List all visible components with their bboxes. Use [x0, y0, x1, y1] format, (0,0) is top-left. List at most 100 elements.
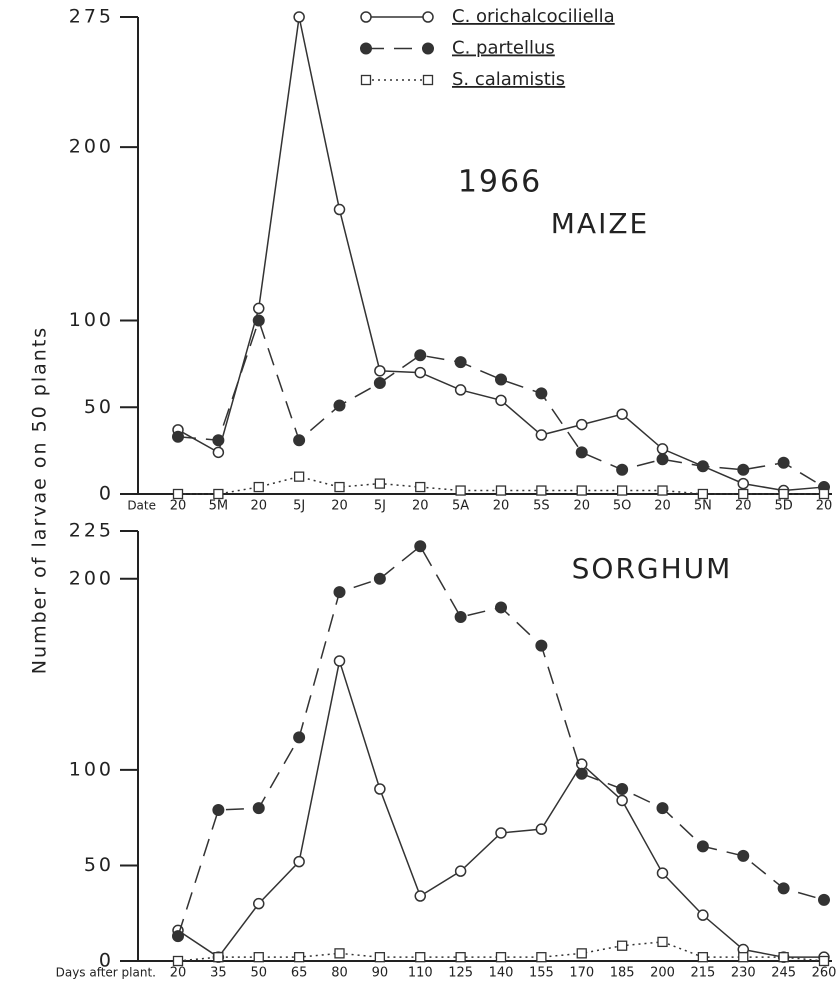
marker [575, 767, 588, 780]
marker [373, 376, 386, 389]
marker [360, 11, 372, 23]
marker [374, 365, 386, 377]
marker [253, 952, 264, 963]
marker [576, 485, 587, 496]
marker [575, 446, 588, 459]
annotation: MAIZE [551, 207, 649, 240]
x-tick-label: 5J [374, 499, 386, 514]
marker [172, 930, 184, 943]
marker [697, 488, 709, 500]
series-line [177, 660, 824, 959]
marker [455, 952, 466, 963]
marker [415, 952, 426, 963]
marker [495, 827, 507, 839]
marker [213, 488, 224, 500]
marker [616, 485, 628, 496]
x-tick-label: 80 [331, 966, 348, 981]
marker [495, 601, 507, 614]
marker [414, 890, 426, 902]
marker [778, 488, 789, 500]
x-tick-label: 20 [170, 499, 187, 514]
marker [737, 849, 750, 862]
marker [414, 349, 427, 362]
marker [374, 952, 386, 963]
x-tick-label: 20 [735, 499, 752, 514]
y-tick-label: 100 [69, 309, 114, 331]
marker [576, 418, 588, 431]
marker [454, 384, 467, 396]
x-tick-label: 125 [448, 966, 473, 981]
marker [737, 463, 750, 476]
marker [818, 488, 830, 500]
x-tick-label: 5S [533, 499, 550, 514]
marker [738, 488, 749, 500]
marker [616, 940, 628, 951]
y-tick-label: 225 [69, 520, 114, 542]
marker [657, 936, 668, 948]
marker [454, 611, 467, 623]
y-tick-label: 200 [69, 567, 114, 589]
marker [616, 408, 628, 420]
x-tick-label: 65 [291, 966, 308, 981]
x-tick-label: 155 [529, 966, 554, 981]
marker [333, 586, 346, 599]
marker [334, 948, 345, 959]
marker [818, 955, 830, 967]
marker [414, 540, 427, 553]
marker [495, 394, 507, 407]
marker [616, 794, 628, 807]
x-tick-label: 5D [774, 499, 792, 514]
x-axis-label: Days after plant. [56, 966, 156, 980]
marker [455, 485, 466, 496]
marker [737, 477, 749, 490]
marker [656, 802, 669, 815]
y-tick-label: 275 [69, 6, 114, 28]
x-tick-label: 140 [489, 966, 514, 981]
marker [536, 485, 547, 496]
marker [495, 373, 507, 386]
x-tick-label: 20 [170, 966, 187, 981]
marker [253, 481, 264, 493]
marker [253, 897, 265, 910]
y-tick-label: 50 [84, 854, 114, 876]
marker [777, 882, 790, 895]
marker [212, 434, 225, 447]
x-tick-label: 170 [569, 966, 594, 981]
y-tick-label: 200 [69, 136, 114, 158]
marker [252, 802, 265, 815]
marker [293, 952, 305, 963]
marker [696, 840, 709, 853]
x-tick-label: 20 [412, 499, 429, 514]
marker [415, 481, 426, 493]
y-axis-label: Number of larvae on 50 plants [29, 326, 51, 674]
marker [778, 952, 789, 963]
marker [333, 399, 346, 412]
x-tick-label: 230 [731, 966, 756, 981]
marker [374, 783, 386, 795]
marker [657, 485, 668, 496]
marker [616, 463, 629, 476]
marker [373, 572, 386, 585]
marker [656, 867, 669, 879]
x-tick-label: 5M [209, 499, 229, 514]
x-tick-label: 20 [493, 499, 510, 514]
y-tick-label: 100 [69, 758, 114, 780]
marker [333, 655, 346, 667]
x-tick-label: 200 [650, 966, 675, 981]
marker [293, 855, 305, 868]
marker [172, 488, 184, 500]
marker [293, 434, 306, 447]
x-tick-label: 20 [331, 499, 348, 514]
marker [495, 485, 507, 496]
marker [454, 865, 467, 877]
marker [414, 366, 426, 379]
marker [535, 429, 548, 441]
marker [360, 42, 372, 55]
x-tick-label: 245 [771, 966, 796, 981]
x-tick-label: 5N [694, 499, 712, 514]
marker [697, 952, 709, 963]
marker [422, 74, 434, 86]
marker [293, 471, 305, 482]
marker [616, 783, 629, 795]
marker [172, 430, 184, 443]
